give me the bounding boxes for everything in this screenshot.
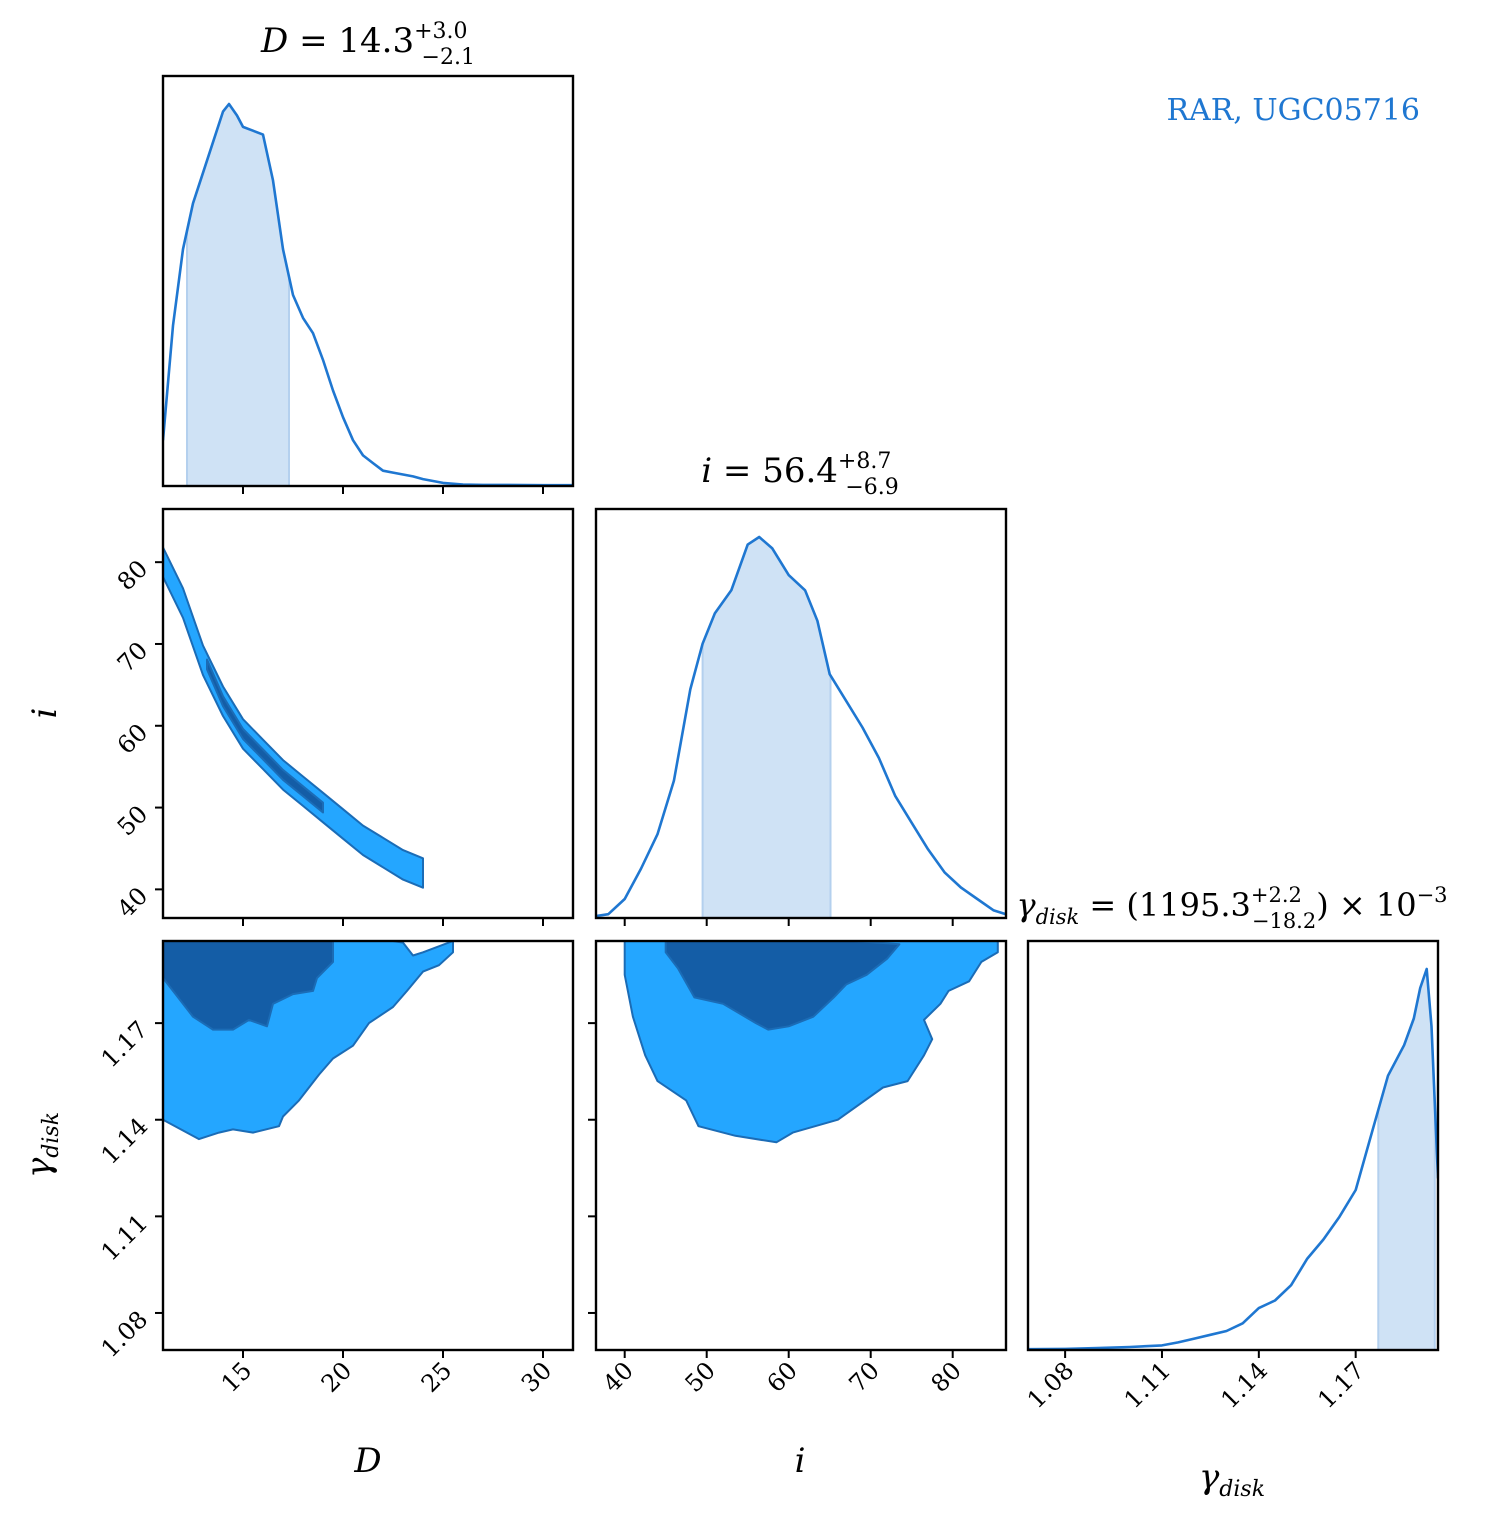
x-tick-label: 1.11 — [1119, 1356, 1177, 1414]
title-i: i = 56.4+8.7 −6.9 — [701, 449, 899, 500]
contour-inner — [664, 941, 901, 1031]
marginal-D — [163, 102, 573, 486]
annotation-text: RAR, UGC05716 — [1166, 93, 1420, 128]
panel-frame — [594, 939, 1008, 1352]
marginal-i — [596, 535, 1006, 918]
y-tick-label: 1.17 — [96, 1016, 154, 1074]
y-tick-label: 50 — [112, 800, 153, 841]
title-D: D = 14.3+3.0 −2.1 — [260, 19, 475, 70]
density-line — [596, 535, 1006, 918]
credible-interval-fill — [186, 102, 290, 486]
credible-interval-fill — [701, 535, 832, 918]
panel-frame — [161, 507, 575, 920]
x-tick-label: 25 — [416, 1356, 457, 1397]
panel-frame — [161, 74, 575, 488]
contour-outer — [163, 546, 424, 889]
joint-i-gamma — [623, 941, 999, 1144]
contour-inner — [163, 941, 334, 1031]
y-axis-label-gamma-disk: γdisk — [19, 1112, 64, 1178]
x-axis-label-gamma-disk: γdisk — [1199, 1457, 1265, 1502]
x-tick-label: 60 — [762, 1356, 803, 1397]
x-axis-label-D: D — [353, 1441, 381, 1481]
panel-frame — [1026, 939, 1440, 1352]
x-tick-label: 20 — [316, 1356, 357, 1397]
y-tick-label: 1.11 — [96, 1209, 154, 1267]
joint-D-gamma — [163, 941, 454, 1141]
y-tick-label: 80 — [112, 555, 153, 596]
marginal-gamma-disk — [1028, 967, 1438, 1350]
contour-inner — [206, 658, 324, 814]
y-axis-label-i: i — [25, 708, 65, 719]
joint-D-i — [163, 546, 424, 889]
density-line — [163, 102, 573, 486]
density-line — [1028, 967, 1438, 1350]
x-tick-label: 80 — [926, 1356, 967, 1397]
y-tick-label: 60 — [112, 718, 153, 759]
y-tick-label: 40 — [112, 882, 153, 923]
x-tick-label: 1.14 — [1215, 1356, 1273, 1414]
credible-interval-fill — [1377, 968, 1436, 1350]
y-tick-label: 1.14 — [96, 1112, 154, 1170]
panel-frame — [594, 507, 1008, 920]
y-tick-label: 1.08 — [96, 1305, 154, 1363]
panel-frame — [161, 939, 575, 1352]
y-tick-label: 70 — [112, 636, 153, 677]
x-tick-label: 30 — [516, 1356, 557, 1397]
x-tick-label: 1.08 — [1022, 1356, 1080, 1414]
x-tick-label: 40 — [598, 1356, 639, 1397]
plot-layer: 15 20 25 30 40 50 60 70 80 1.08 1.11 1.14 1.17 40 50 60… — [96, 74, 1440, 1414]
x-axis-label-i: i — [795, 1441, 806, 1481]
x-tick-label: 1.17 — [1312, 1356, 1370, 1414]
x-tick-label: 50 — [680, 1356, 721, 1397]
x-tick-label: 15 — [216, 1356, 257, 1397]
title-gamma-disk: γdisk = (1195.3+2.2 −18.2) × 10−3 — [1016, 883, 1447, 933]
x-tick-label: 70 — [844, 1356, 885, 1397]
